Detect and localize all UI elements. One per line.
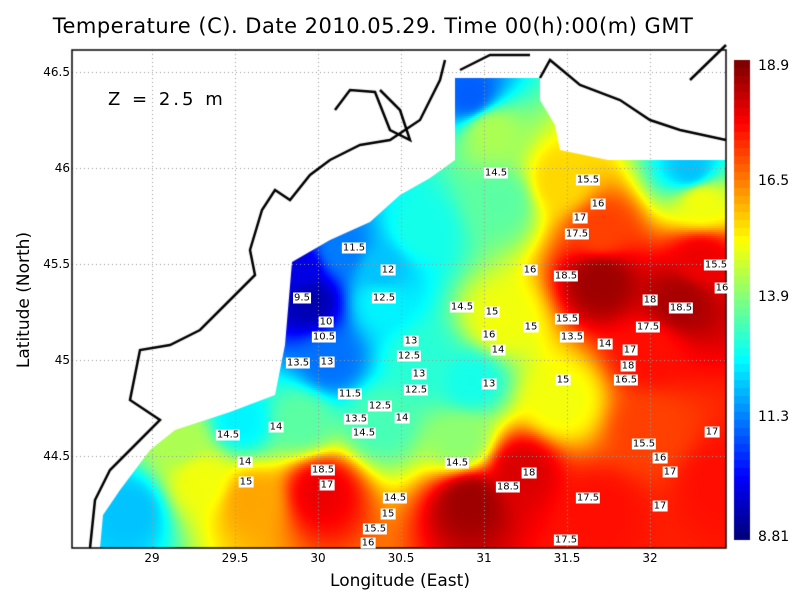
- contour-label: 17: [319, 479, 335, 491]
- contour-label: 15: [484, 306, 500, 318]
- contour-label: 10: [318, 316, 334, 328]
- contour-label: 17: [704, 426, 720, 438]
- contour-label: 16: [590, 198, 606, 210]
- contour-label: 15.5: [703, 259, 729, 271]
- contour-label: 16: [652, 452, 668, 464]
- contour-label: 18: [642, 294, 658, 306]
- contour-label: 18.5: [553, 270, 579, 282]
- y-axis-label: Latitude (North): [14, 231, 34, 369]
- contour-label: 17.5: [635, 321, 661, 333]
- contour-label: 14: [394, 412, 410, 424]
- contour-label: 14.5: [483, 167, 509, 179]
- contour-label: 18: [620, 360, 636, 372]
- contour-label: 15.5: [631, 438, 657, 450]
- contour-label: 11.5: [341, 242, 367, 254]
- chart-title: Temperature (C). Date 2010.05.29. Time 0…: [52, 14, 694, 38]
- contour-label: 14: [268, 421, 284, 433]
- contour-label: 18.5: [668, 302, 694, 314]
- contour-label: 16: [360, 537, 376, 549]
- contour-label: 13: [481, 378, 497, 390]
- contour-label: 15.5: [554, 313, 580, 325]
- contour-label: 15: [523, 321, 539, 333]
- contour-label: 14.5: [215, 429, 241, 441]
- x-tick-label: 30: [310, 551, 326, 565]
- contour-label: 12.5: [367, 400, 393, 412]
- contour-label: 9.5: [293, 292, 311, 304]
- contour-label: 16: [714, 282, 730, 294]
- y-tick-label: 45.5: [43, 257, 70, 271]
- x-tick-label: 31.5: [553, 551, 581, 565]
- contour-label: 13: [319, 356, 335, 368]
- contour-label: 17.5: [575, 492, 601, 504]
- depth-label: Z = 2.5 m: [108, 89, 226, 110]
- contour-label: 16: [522, 264, 538, 276]
- contour-label: 17.5: [564, 228, 590, 240]
- contour-label: 15: [380, 508, 396, 520]
- contour-label: 14.5: [351, 427, 377, 439]
- contour-label: 13.5: [343, 413, 369, 425]
- contour-label: 12.5: [396, 350, 422, 362]
- contour-label: 15: [555, 374, 571, 386]
- colorbar-tick-label: 13.9: [758, 289, 790, 305]
- x-axis-label: Longitude (East): [330, 571, 470, 591]
- contour-label: 17: [622, 344, 638, 356]
- contour-label: 15.5: [575, 174, 601, 186]
- contour-label: 14.5: [382, 492, 408, 504]
- contour-label: 10.5: [311, 331, 337, 343]
- x-tick-label: 32: [642, 551, 658, 565]
- contour-label: 18.5: [310, 464, 336, 476]
- contour-label: 13: [403, 335, 419, 347]
- contour-label: 14: [597, 338, 613, 350]
- contour-label: 17.5: [553, 534, 579, 546]
- y-tick-label: 45: [54, 353, 70, 367]
- y-tick-label: 46: [54, 161, 70, 175]
- contour-label: 14.5: [444, 457, 470, 469]
- contour-label: 16: [481, 329, 497, 341]
- contour-label: 13.5: [559, 331, 585, 343]
- colorbar-tick-label: 18.9: [758, 58, 790, 74]
- contour-label: 14: [237, 456, 253, 468]
- x-tick-label: 31: [476, 551, 492, 565]
- contour-label: 18.5: [495, 481, 521, 493]
- contour-label: 13.5: [285, 357, 311, 369]
- contour-label: 17: [572, 212, 588, 224]
- contour-label: 12.5: [371, 292, 397, 304]
- y-tick-label: 46.5: [43, 65, 70, 79]
- contour-label: 17: [662, 466, 678, 478]
- contour-label: 14: [490, 344, 506, 356]
- x-tick-label: 29.5: [221, 551, 249, 565]
- y-tick-label: 44.5: [43, 449, 70, 463]
- contour-label: 16.5: [613, 374, 639, 386]
- x-tick-label: 30.5: [387, 551, 415, 565]
- contour-label: 17: [652, 500, 668, 512]
- contour-label: 18: [521, 467, 537, 479]
- contour-label: 15: [238, 476, 254, 488]
- contour-label: 15.5: [362, 523, 388, 535]
- contour-label: 11.5: [337, 388, 363, 400]
- x-tick-label: 29: [144, 551, 160, 565]
- contour-label: 12.5: [403, 384, 429, 396]
- contour-label: 13: [411, 368, 427, 380]
- colorbar-tick-label: 8.81: [758, 529, 790, 545]
- colorbar-tick-label: 16.5: [758, 173, 790, 189]
- contour-label: 12: [380, 264, 396, 276]
- colorbar-tick-label: 11.3: [758, 409, 790, 425]
- contour-label: 14.5: [449, 301, 475, 313]
